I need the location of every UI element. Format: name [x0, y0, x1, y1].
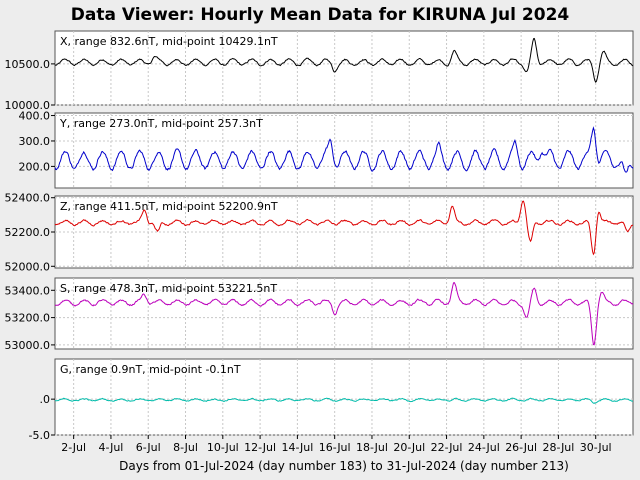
x-tick-label: 18-Jul [356, 441, 388, 454]
panel-s: 53000.0 53200.0 53400.0 S, range 478.3nT, m… [5, 277, 634, 352]
y-tick-label: 400.0 [19, 110, 51, 123]
panel-frame [54, 30, 634, 106]
panel-g: -5.0 .0 G, range 0.9nT, mid-point -0.1nT [29, 358, 634, 442]
series-line-s [54, 281, 634, 346]
y-tick-label: 10500.0 [5, 58, 51, 71]
x-tick-label: 26-Jul [505, 441, 537, 454]
y-tick-label: .0 [40, 393, 51, 406]
x-tick-label: 14-Jul [281, 441, 313, 454]
y-tick-label: 53400.0 [5, 284, 51, 297]
panel-z: 52000.0 52200.0 52400.0 Z, range 411.5nT, m… [5, 192, 634, 273]
chart-title: Data Viewer: Hourly Mean Data for KIRUNA… [71, 5, 570, 25]
x-tick-label: 10-Jul [207, 441, 239, 454]
y-tick-label: 10000.0 [5, 99, 51, 112]
x-tick-label: 30-Jul [580, 441, 612, 454]
panel-frame [54, 112, 634, 189]
y-tick-label: 200.0 [19, 160, 51, 173]
x-tick-label: 16-Jul [319, 441, 351, 454]
panel-label: Y, range 273.0nT, mid-point 257.3nT [59, 117, 263, 130]
panel-label: Z, range 411.5nT, mid-point 52200.9nT [60, 200, 278, 213]
panel-label: S, range 478.3nT, mid-point 53221.5nT [60, 282, 277, 295]
y-tick-label: -5.0 [29, 429, 50, 442]
panel-label: X, range 832.6nT, mid-point 10429.1nT [60, 35, 278, 48]
panel-y: 200.0 300.0 400.0 Y, range 273.0nT, mid-poi… [19, 110, 634, 189]
series-line-y [54, 126, 634, 173]
x-axis: 2-Jul 4-Jul 6-Jul 8-Jul 10-Jul 12-Jul 14-Jul 16… [61, 435, 612, 454]
y-tick-label: 53000.0 [5, 339, 51, 352]
x-tick-label: 20-Jul [393, 441, 425, 454]
panel-container: 10000.0 10500.0 X, range 832.6nT, mid-poin… [5, 30, 634, 442]
series-line-x [54, 37, 634, 83]
panel-x: 10000.0 10500.0 X, range 832.6nT, mid-poin… [5, 30, 634, 112]
y-tick-label: 52000.0 [5, 260, 51, 273]
y-tick-label: 52400.0 [5, 192, 51, 205]
x-tick-label: 24-Jul [468, 441, 500, 454]
y-tick-label: 52200.0 [5, 226, 51, 239]
x-tick-label: 4-Jul [99, 441, 124, 454]
x-axis-label: Days from 01-Jul-2024 (day number 183) t… [119, 459, 569, 473]
x-tick-label: 2-Jul [61, 441, 86, 454]
y-tick-label: 53200.0 [5, 312, 51, 325]
series-line-g [54, 397, 633, 404]
x-tick-label: 6-Jul [136, 441, 161, 454]
x-tick-label: 22-Jul [431, 441, 463, 454]
x-tick-label: 28-Jul [542, 441, 574, 454]
panel-frame [54, 358, 634, 436]
panel-label: G, range 0.9nT, mid-point -0.1nT [60, 363, 241, 376]
x-tick-label: 12-Jul [244, 441, 276, 454]
series-line-z [54, 200, 633, 256]
x-tick-label: 8-Jul [173, 441, 198, 454]
y-tick-label: 300.0 [19, 135, 51, 148]
